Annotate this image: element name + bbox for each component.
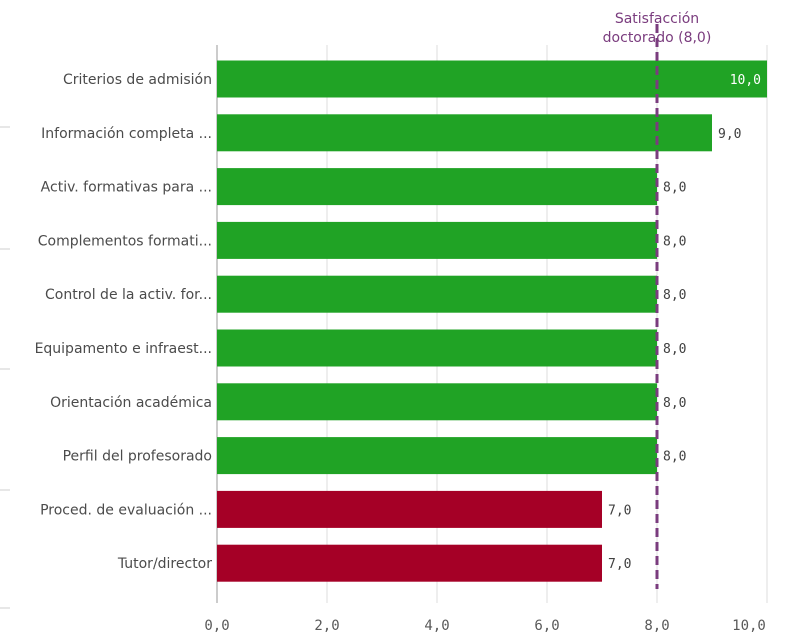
value-label: 10,0	[730, 73, 761, 88]
x-tick-label: 10,0	[732, 618, 766, 634]
category-label: Perfil del profesorado	[63, 449, 212, 465]
reference-label-line-1: Satisfacción	[615, 11, 699, 27]
category-label: Tutor/director	[117, 556, 212, 572]
bar	[217, 383, 657, 421]
category-label: Equipamento e infraest...	[35, 341, 212, 357]
bar	[217, 437, 657, 475]
x-axis-tick-labels: 0,0 2,0 4,0 6,0 8,0 10,0	[204, 618, 766, 634]
bar	[217, 168, 657, 206]
category-label: Orientación académica	[50, 395, 212, 411]
left-edge-ticks	[0, 126, 10, 609]
category-label: Información completa ...	[41, 126, 212, 142]
category-label: Activ. formativas para ...	[41, 180, 212, 196]
x-tick-label: 8,0	[644, 618, 669, 634]
x-tick-label: 6,0	[534, 618, 559, 634]
value-label: 7,0	[608, 503, 631, 518]
reference-label-line-2: doctorado (8,0)	[603, 30, 712, 46]
value-label: 9,0	[718, 127, 741, 142]
category-label: Complementos formati...	[38, 233, 212, 249]
x-tick-label: 2,0	[314, 618, 339, 634]
category-labels: Criterios de admisión Información complet…	[35, 72, 213, 572]
bars	[217, 60, 767, 582]
x-tick-label: 4,0	[424, 618, 449, 634]
bar	[217, 114, 712, 152]
bar	[217, 544, 602, 582]
bar	[217, 275, 657, 313]
bar	[217, 490, 602, 528]
value-label: 8,0	[663, 288, 686, 303]
value-label: 8,0	[663, 450, 686, 465]
value-label: 8,0	[663, 396, 686, 411]
value-label: 8,0	[663, 181, 686, 196]
reference-line-group: Satisfacción doctorado (8,0)	[603, 11, 712, 589]
value-label: 8,0	[663, 234, 686, 249]
category-label: Control de la activ. for...	[45, 287, 212, 303]
value-label: 8,0	[663, 342, 686, 357]
value-labels: 10,0 9,0 8,0 8,0 8,0 8,0 8,0 8,0 7,0 7,0	[608, 73, 761, 572]
bar	[217, 329, 657, 367]
bar	[217, 221, 657, 259]
value-label: 7,0	[608, 557, 631, 572]
category-label: Proced. de evaluación ...	[40, 502, 212, 518]
x-tick-label: 0,0	[204, 618, 229, 634]
category-label: Criterios de admisión	[63, 72, 212, 88]
bar	[217, 60, 767, 98]
